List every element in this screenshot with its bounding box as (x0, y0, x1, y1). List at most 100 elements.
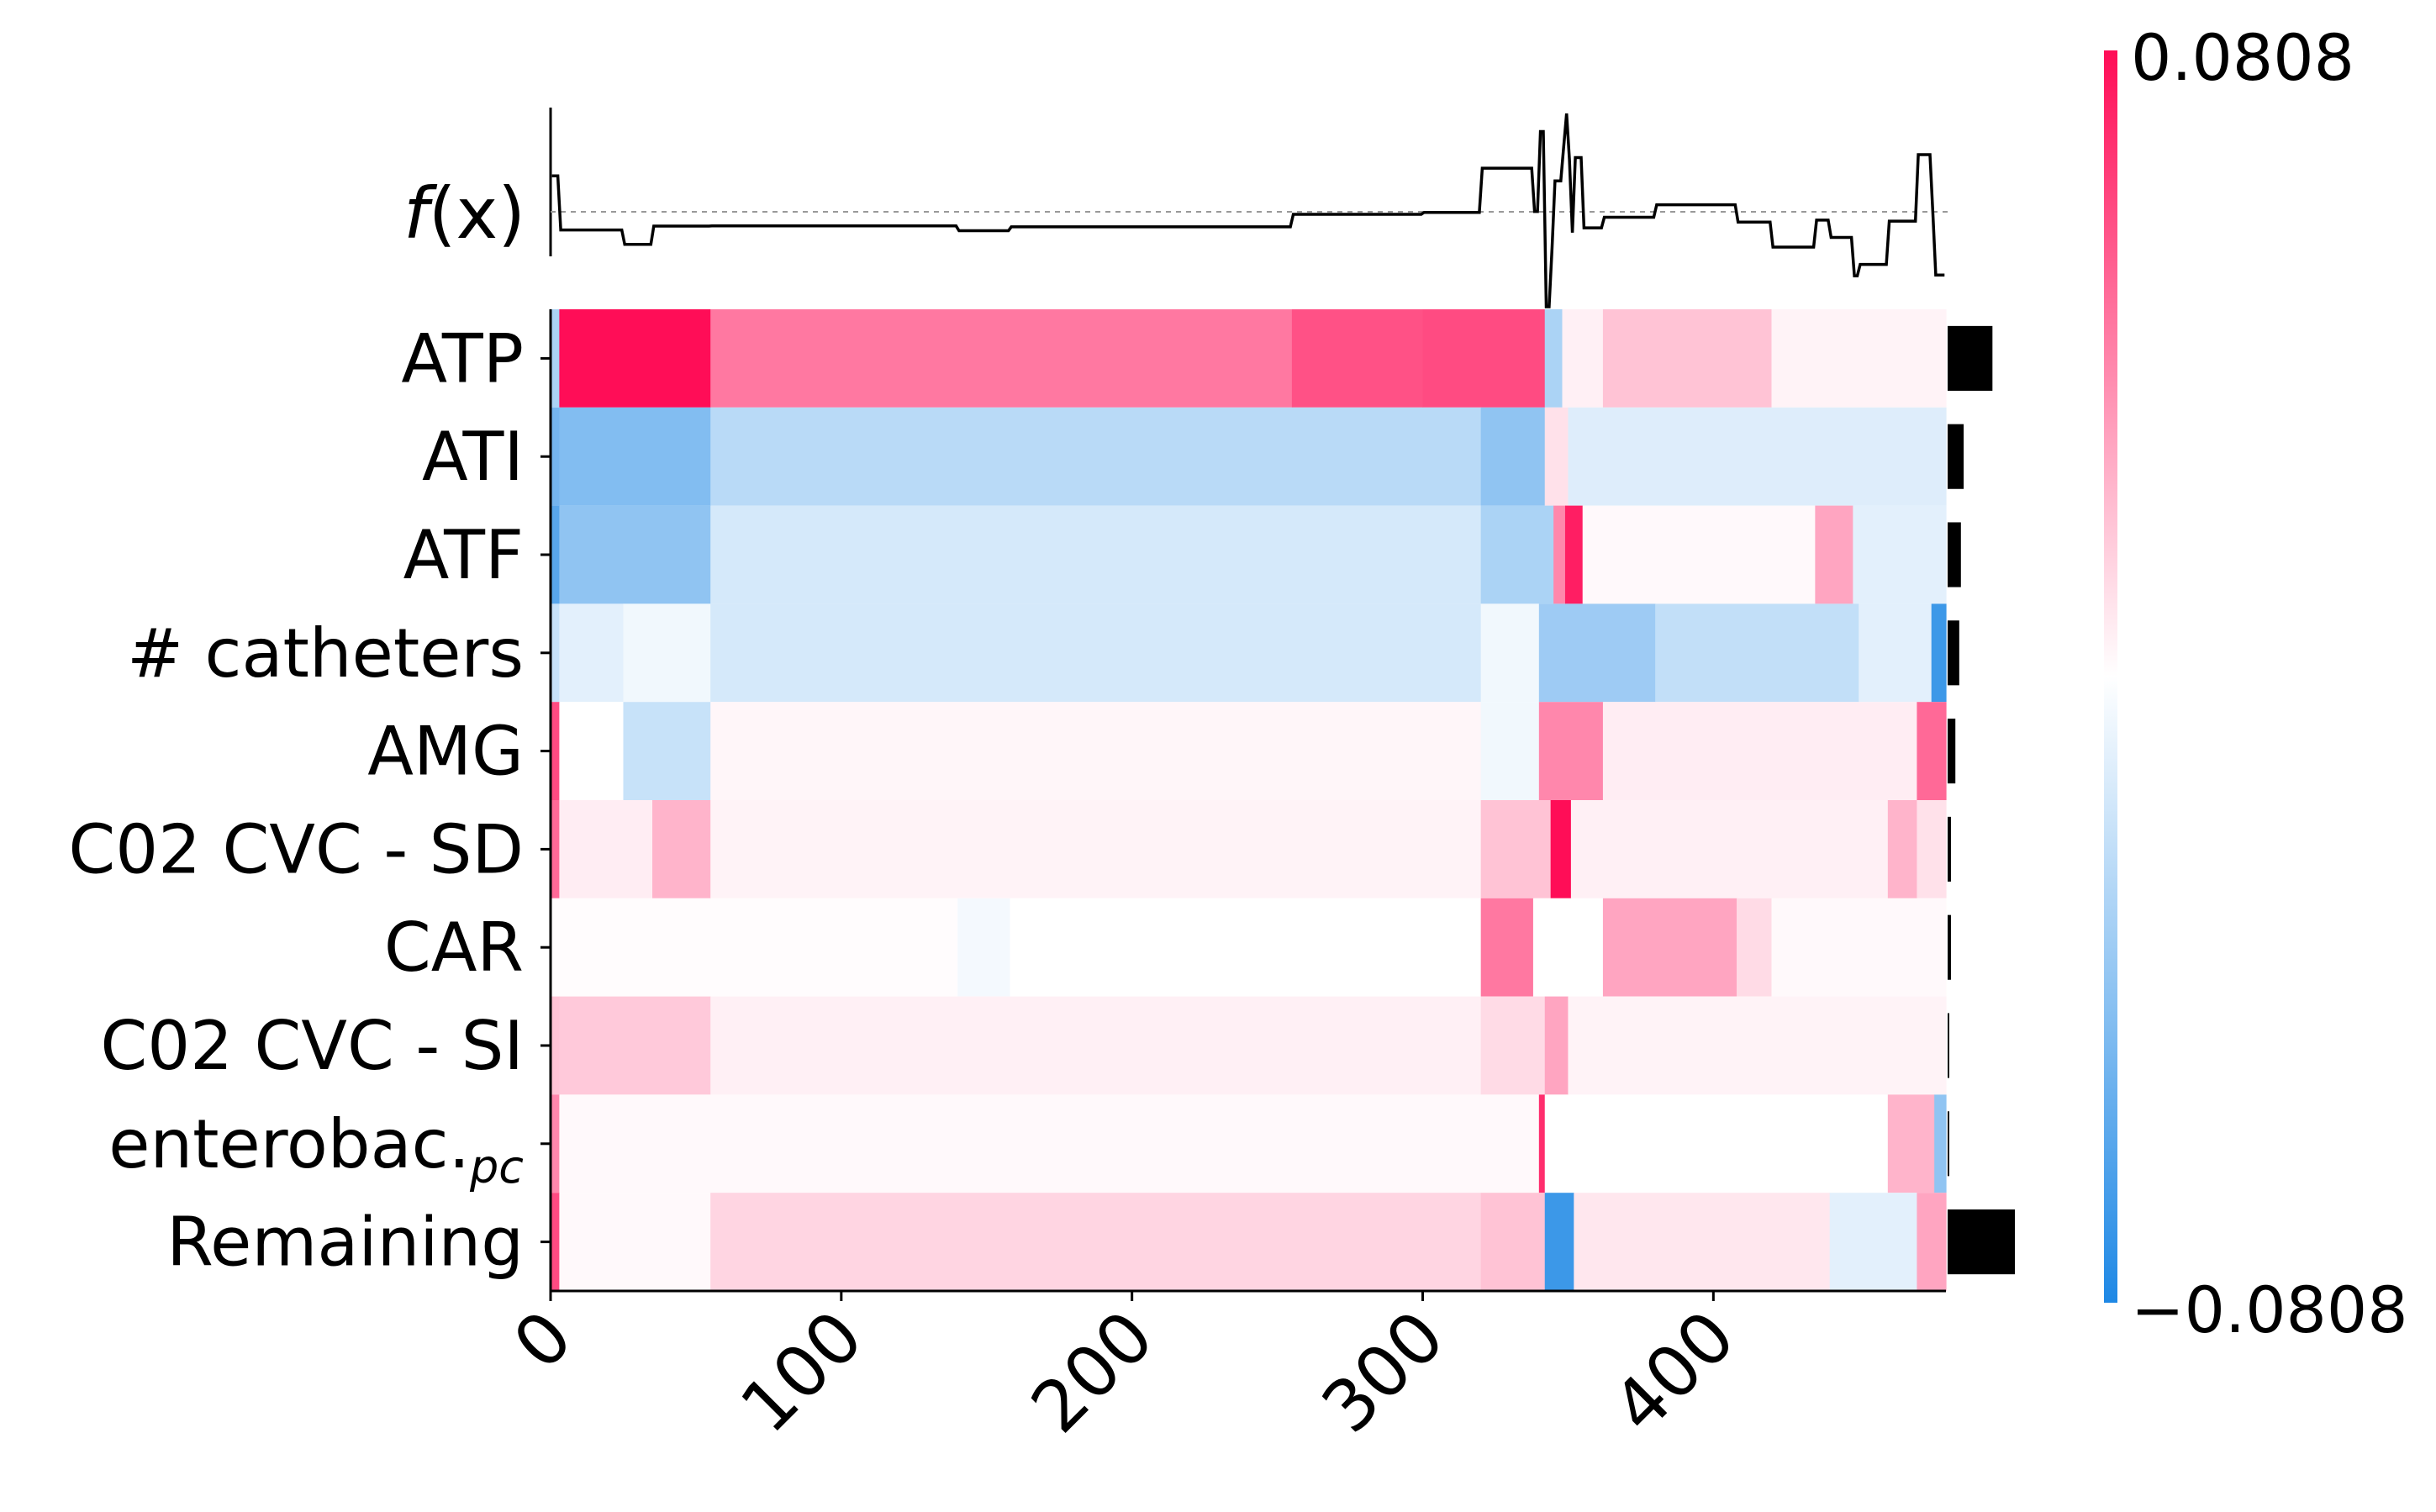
heatmap-cell (1887, 1094, 1935, 1193)
heatmap-cell (1771, 309, 1947, 408)
heatmap-cell (551, 603, 560, 703)
feature-label: ATI (422, 418, 524, 496)
heatmap-cell (1480, 505, 1554, 604)
heatmap-cell (623, 603, 711, 703)
heatmap-cell (1859, 603, 1932, 703)
colorbar-gradient (2104, 50, 2117, 1303)
heatmap-cell (559, 309, 711, 408)
heatmap-cell (1829, 1193, 1918, 1291)
heatmap-cell (559, 407, 711, 506)
heatmap-cell (551, 505, 560, 604)
heatmap-cell (1538, 1094, 1546, 1193)
heatmap-cell (1564, 505, 1584, 604)
heatmap-cell (1010, 898, 1482, 997)
heatmap-cells (551, 309, 1947, 1291)
colorbar-min-label: −0.0808 (2131, 1272, 2408, 1347)
heatmap-cell (710, 309, 1293, 408)
heatmap-cell (1480, 702, 1540, 800)
heatmap-cell (1887, 800, 1918, 898)
heatmap-cell (1480, 996, 1546, 1095)
heatmap-cell (551, 702, 560, 800)
heatmap-cell (1544, 1193, 1574, 1291)
heatmap-cell (1544, 309, 1563, 408)
colorbar: 0.0808 −0.0808 (2104, 20, 2408, 1347)
heatmap-cell (559, 996, 711, 1095)
heatmap-cell (1917, 800, 1947, 898)
importance-bars (1948, 325, 2015, 1275)
heatmap-cell (710, 800, 1482, 898)
feature-label: C02 CVC - SD (68, 810, 524, 888)
heatmap-cell (1480, 1193, 1546, 1291)
heatmap-cell (710, 1193, 1482, 1291)
heatmap-cell (1853, 505, 1947, 604)
heatmap-cell (559, 702, 625, 800)
importance-bar (1948, 719, 1956, 784)
heatmap-cell (551, 1193, 560, 1291)
heatmap-cell (551, 309, 560, 408)
heatmap-cell (551, 1094, 560, 1193)
heatmap-cell (1562, 309, 1604, 408)
heatmap-cell (559, 1193, 711, 1291)
heatmap-cell (551, 898, 958, 997)
importance-bar (1948, 424, 1964, 489)
heatmap-cell (1917, 1193, 1947, 1291)
heatmap-cell (559, 505, 711, 604)
heatmap-cell (1538, 603, 1656, 703)
heatmap-cell (1737, 898, 1773, 997)
heatmap-cell (1602, 898, 1737, 997)
heatmap-cell (1544, 1094, 1889, 1193)
fx-label: f(x) (403, 172, 525, 255)
heatmap-cell (710, 603, 1482, 703)
heatmap-cell (1480, 800, 1552, 898)
importance-bar (1948, 522, 1961, 587)
feature-label: ATP (401, 319, 524, 398)
heatmap-cell (1532, 898, 1604, 997)
importance-bar (1948, 325, 1993, 391)
feature-label: C02 CVC - SI (100, 1007, 524, 1085)
heatmap-cell (1544, 996, 1569, 1095)
heatmap-cell (1931, 603, 1947, 703)
heatmap-cell (1602, 702, 1918, 800)
heatmap-cell (1917, 702, 1947, 800)
heatmap-cell (710, 505, 1482, 604)
heatmap-cell (710, 996, 1482, 1095)
heatmap-cell (1291, 309, 1424, 408)
heatmap-cell (1815, 505, 1853, 604)
heatmap-cell (1550, 800, 1572, 898)
fx-line-plot: f(x) (403, 108, 1950, 308)
importance-bar (1948, 1111, 1949, 1177)
heatmap-cell (710, 702, 1482, 800)
x-tick-label: 300 (1306, 1295, 1460, 1449)
importance-bar (1948, 914, 1951, 980)
importance-bar (1948, 1013, 1949, 1078)
heatmap-cell (1568, 407, 1947, 506)
heatmap-cell (551, 996, 560, 1095)
importance-bar (1948, 1209, 2015, 1275)
fx-label-arg: (x) (429, 172, 525, 255)
heatmap-cell (1422, 309, 1546, 408)
heatmap-cell (1480, 407, 1546, 506)
heatmap-cell (710, 407, 1482, 506)
heatmap-cell (551, 800, 560, 898)
heatmap-cell (559, 800, 653, 898)
heatmap-cell (652, 800, 711, 898)
heatmap-cell (559, 603, 625, 703)
heatmap-cell (1538, 702, 1604, 800)
feature-label: enterobac.pc (108, 1105, 524, 1193)
heatmap-cell (551, 407, 560, 506)
heatmap-cell (1480, 603, 1540, 703)
heatmap-cell (1655, 603, 1859, 703)
heatmap-cell (623, 702, 711, 800)
heatmap-cell (1568, 996, 1947, 1095)
feature-label: AMG (367, 713, 524, 791)
heatmap-cell (1553, 505, 1566, 604)
heatmap-cell (1602, 309, 1773, 408)
feature-label: Remaining (166, 1204, 524, 1282)
feature-label: # catheters (127, 614, 524, 693)
heatmap-cell (1582, 505, 1816, 604)
heatmap-cell (957, 898, 1011, 997)
colorbar-max-label: 0.0808 (2131, 20, 2354, 95)
heatmap-cell (1771, 898, 1947, 997)
importance-bar (1948, 620, 1959, 686)
